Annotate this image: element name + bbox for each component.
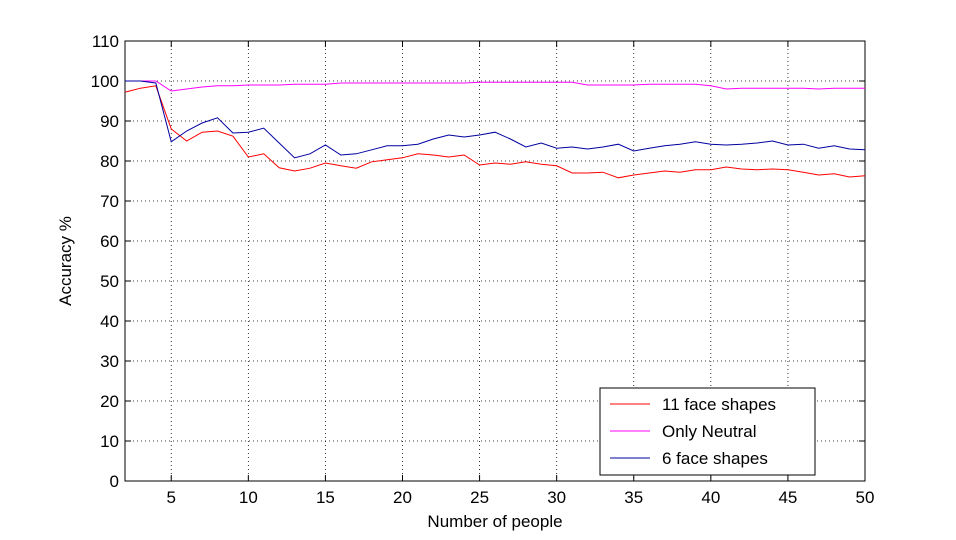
y-tick-label: 40: [100, 312, 119, 331]
axis-ticks: [125, 40, 866, 482]
y-tick-label: 0: [110, 472, 119, 491]
x-tick-label: 30: [547, 488, 566, 507]
series-line-1: [125, 80, 865, 92]
legend-label-0: 11 face shapes: [662, 395, 776, 414]
y-tick-label: 50: [100, 272, 119, 291]
y-tick-label: 60: [100, 232, 119, 251]
series-lines: [124, 80, 866, 179]
x-tick-label: 40: [701, 488, 720, 507]
x-tick-label: 10: [239, 488, 258, 507]
series-line-2: [125, 80, 866, 159]
y-axis-label: Accuracy %: [56, 216, 75, 306]
series-line-0: [124, 85, 866, 179]
x-tick-label: 20: [393, 488, 412, 507]
y-tick-label: 30: [100, 352, 119, 371]
y-tick-label: 100: [91, 72, 119, 91]
x-tick-label: 15: [316, 488, 335, 507]
y-tick-label: 110: [92, 32, 119, 51]
legend-label-1: Only Neutral: [662, 422, 756, 441]
x-axis-label: Number of people: [427, 512, 562, 531]
y-tick-label: 70: [100, 192, 119, 211]
x-tick-label: 5: [167, 488, 176, 507]
x-tick-label: 45: [778, 488, 797, 507]
y-tick-label: 20: [100, 392, 119, 411]
legend: 11 face shapes Only Neutral 6 face shapes: [599, 387, 816, 476]
y-tick-label: 90: [100, 112, 119, 131]
y-tick-label: 10: [100, 432, 119, 451]
legend-label-2: 6 face shapes: [662, 449, 768, 468]
y-axis-tick-labels: 0 10 20 30 40 50 60 70 80 90 100 110: [91, 32, 119, 491]
y-tick-label: 80: [100, 152, 119, 171]
x-tick-label: 35: [624, 488, 643, 507]
x-axis-tick-labels: 5 10 15 20 25 30 35 40 45 50: [167, 488, 875, 507]
x-tick-label: 50: [856, 488, 875, 507]
plot-area: [124, 40, 866, 482]
x-tick-label: 25: [470, 488, 489, 507]
